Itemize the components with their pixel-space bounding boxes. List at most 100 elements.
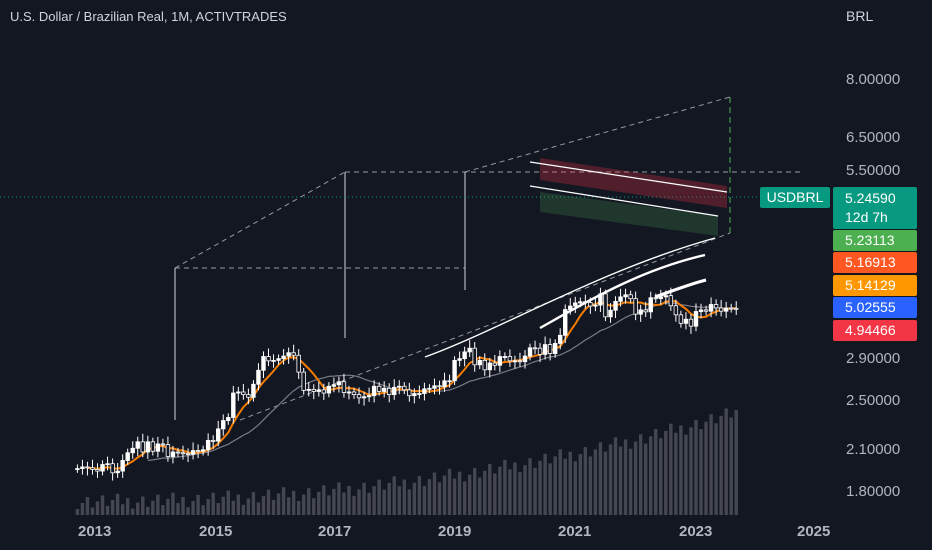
volume-bar: [563, 458, 567, 515]
volume-bar: [598, 442, 603, 515]
volume-bar: [638, 434, 643, 515]
volume-bar: [226, 490, 230, 515]
candle-body: [447, 380, 452, 383]
volume-bar: [156, 494, 160, 515]
y-tick-label: 8.00000: [846, 71, 901, 88]
volume-bar: [578, 454, 583, 515]
candle-body: [105, 463, 110, 466]
x-tick-label: 2017: [318, 523, 352, 540]
volume-bar: [553, 456, 557, 515]
candle-body: [648, 297, 653, 313]
volume-bar: [221, 496, 225, 515]
candle-body: [547, 344, 553, 354]
volume-bar: [528, 458, 532, 515]
volume-bar: [241, 504, 246, 515]
candle-body: [326, 385, 332, 394]
candle-body: [376, 385, 382, 392]
candle-body: [432, 385, 437, 389]
volume-bar: [623, 439, 628, 515]
candle-body: [633, 298, 638, 315]
volume-bar: [432, 472, 437, 515]
volume-bar: [281, 487, 286, 515]
volume-bar: [437, 482, 442, 515]
volume-bar: [729, 417, 733, 515]
x-tick-label: 2023: [679, 523, 713, 540]
candle-body: [683, 318, 689, 324]
volume-bar: [649, 436, 653, 515]
candle-body: [175, 451, 181, 454]
volume-bar: [452, 478, 457, 515]
chart-title: U.S. Dollar / Brazilian Real, 1M, ACTIVT…: [10, 9, 287, 24]
volume-bar: [332, 488, 336, 515]
candle-body: [522, 355, 528, 363]
volume-bar: [357, 489, 361, 515]
volume-bar: [115, 493, 120, 515]
last-price-tag: 5.24590 12d 7h: [833, 187, 917, 229]
trendline-drawings: [0, 96, 800, 421]
last-price-value: 5.24590: [845, 190, 896, 206]
volume-bar: [216, 503, 220, 515]
currency-label: BRL: [846, 8, 874, 24]
candle-body: [628, 294, 633, 300]
volume-bar: [628, 448, 633, 515]
candle-body: [442, 380, 447, 388]
candle-body: [603, 293, 608, 318]
candle-body: [205, 439, 211, 451]
volume-bar: [618, 446, 623, 515]
volume-bar: [105, 505, 110, 515]
ma-value-tag: 5.14129: [833, 275, 917, 296]
candle-body: [537, 347, 543, 355]
candle-body: [723, 307, 729, 312]
channel-upper-line: [464, 96, 731, 173]
volume-bar: [387, 482, 391, 515]
projection-curve: [539, 253, 706, 330]
candle-body: [256, 369, 261, 385]
candle-body: [95, 469, 100, 472]
candle-body: [693, 311, 699, 327]
candle-body: [90, 467, 95, 470]
volume-bar: [171, 492, 175, 515]
volume-bar: [206, 498, 210, 515]
candle-body: [402, 385, 407, 391]
volume-bar: [191, 501, 195, 515]
candle-body: [356, 394, 362, 399]
volume-bar: [548, 463, 552, 515]
volume-bar: [161, 505, 165, 515]
bar-countdown: 12d 7h: [845, 209, 888, 225]
y-tick-label: 2.10000: [846, 441, 901, 458]
volume-bar: [362, 482, 366, 515]
volume-bar: [543, 453, 547, 515]
candle-body: [457, 358, 462, 361]
candle-body: [482, 359, 487, 371]
candle-body: [341, 381, 347, 393]
drawing-shapes: [424, 158, 728, 358]
candle-body: [472, 347, 477, 366]
candle-body: [261, 356, 266, 371]
y-tick-label: 5.50000: [846, 162, 901, 179]
candle-body: [346, 391, 352, 394]
volume-bar: [462, 481, 467, 515]
volume-bar: [392, 476, 396, 515]
ma-value-tag: 5.02555: [833, 297, 917, 318]
candle-body: [487, 362, 492, 371]
candle-body: [361, 396, 367, 399]
candle-body: [296, 354, 301, 373]
volume-bar: [201, 505, 205, 515]
volume-bar: [317, 491, 321, 515]
volume-bar: [659, 438, 663, 515]
channel-line: [529, 161, 728, 193]
candle-body: [557, 334, 563, 344]
candle-body: [422, 388, 427, 394]
candle-body: [608, 309, 613, 318]
volume-bar: [75, 509, 80, 515]
candle-body: [180, 452, 186, 455]
volume-bar: [664, 430, 668, 515]
candle-body: [195, 450, 201, 452]
volume-bar: [125, 498, 130, 515]
volume-bar: [473, 467, 477, 515]
candle-body: [542, 344, 548, 355]
candle-body: [311, 388, 316, 392]
projection-curve: [424, 237, 716, 358]
volume-bar: [266, 489, 271, 515]
